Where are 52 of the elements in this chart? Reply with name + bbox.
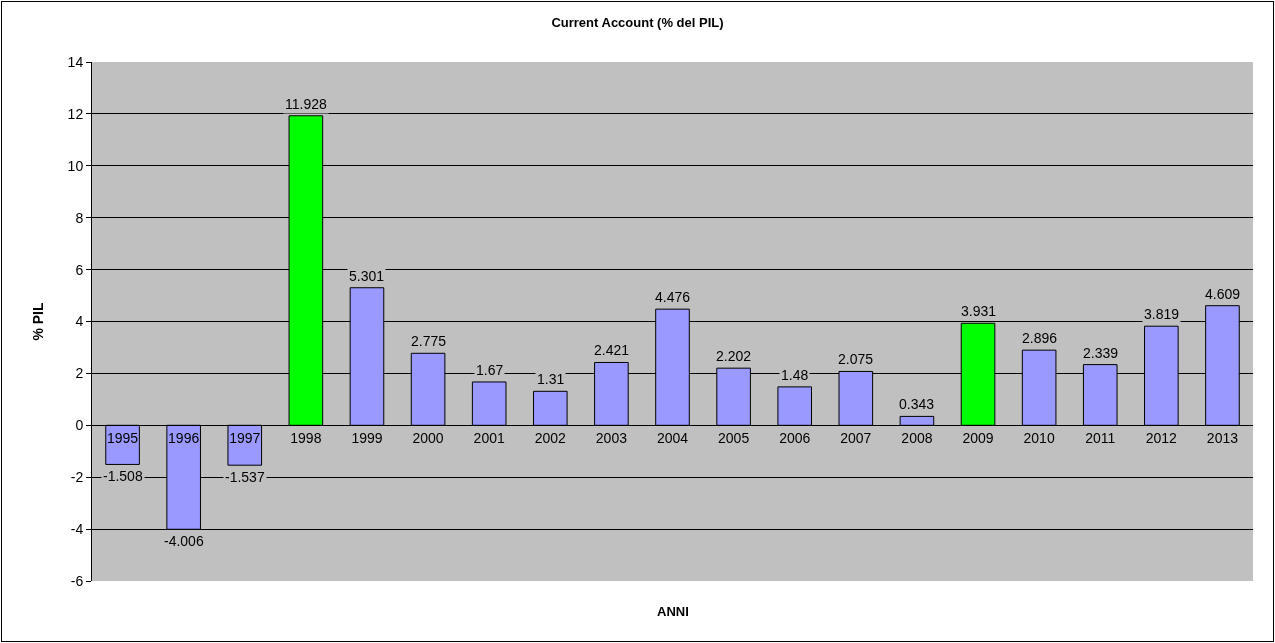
data-label: 3.819 <box>1144 306 1180 322</box>
x-tick-label: 1997 <box>229 430 261 447</box>
data-label: 1.67 <box>476 362 504 378</box>
data-label: 2.421 <box>594 342 630 358</box>
data-label: 2.339 <box>1083 345 1119 361</box>
x-tick-label: 1999 <box>351 430 383 447</box>
y-tick-label: -6 <box>70 572 84 589</box>
data-label: 11.928 <box>285 96 327 112</box>
x-tick-label: 2012 <box>1145 430 1178 447</box>
data-label: -4.006 <box>164 533 204 549</box>
x-tick-label: 1995 <box>106 430 139 447</box>
x-tick-label: 2002 <box>534 430 567 447</box>
data-label: 4.476 <box>655 289 691 305</box>
data-label: 4.609 <box>1205 286 1241 302</box>
y-tick-label: 14 <box>67 53 84 70</box>
y-tick-label: 12 <box>67 105 84 122</box>
x-tick-label: 1998 <box>290 430 322 447</box>
chart-title: Current Account (% del PIL) <box>551 15 724 31</box>
y-tick-label: 6 <box>75 261 84 278</box>
data-label: 1.31 <box>537 371 565 387</box>
x-tick-label: 2011 <box>1085 430 1116 447</box>
data-label: -1.537 <box>225 469 265 485</box>
x-tick-label: 2010 <box>1023 430 1055 447</box>
x-tick-label: 1996 <box>168 430 200 447</box>
x-tick-label: 2004 <box>656 430 689 447</box>
data-label: 1.48 <box>781 367 809 383</box>
x-tick-label: 2003 <box>595 430 628 447</box>
y-tick-label: 2 <box>75 365 84 382</box>
y-tick-label: -2 <box>70 469 84 486</box>
y-tick-label: 4 <box>75 313 84 330</box>
data-label: 0.343 <box>899 396 935 412</box>
data-label: -1.508 <box>103 468 143 484</box>
y-tick-label: 0 <box>75 417 84 434</box>
x-tick-label: 2013 <box>1206 430 1239 447</box>
data-label: 2.775 <box>411 333 447 349</box>
x-axis-title: ANNI <box>657 604 689 619</box>
data-label: 5.301 <box>349 268 385 284</box>
x-tick-label: 2005 <box>718 430 750 447</box>
x-tick-label: 2008 <box>901 430 933 447</box>
x-tick-label: 2009 <box>962 430 994 447</box>
x-tick-label: 2006 <box>779 430 811 447</box>
x-tick-label: 2001 <box>473 430 505 447</box>
data-label: 2.896 <box>1022 330 1058 346</box>
y-tick-label: 10 <box>67 157 84 174</box>
data-label: 3.931 <box>961 303 997 319</box>
x-tick-label: 2000 <box>412 430 444 447</box>
y-tick-label: -4 <box>70 521 84 537</box>
x-tick-label: 2007 <box>840 430 872 447</box>
y-axis-title: % PIL <box>30 302 47 341</box>
y-tick-label: 8 <box>75 209 84 226</box>
data-label: 2.075 <box>838 351 874 367</box>
data-label: 2.202 <box>716 348 752 364</box>
